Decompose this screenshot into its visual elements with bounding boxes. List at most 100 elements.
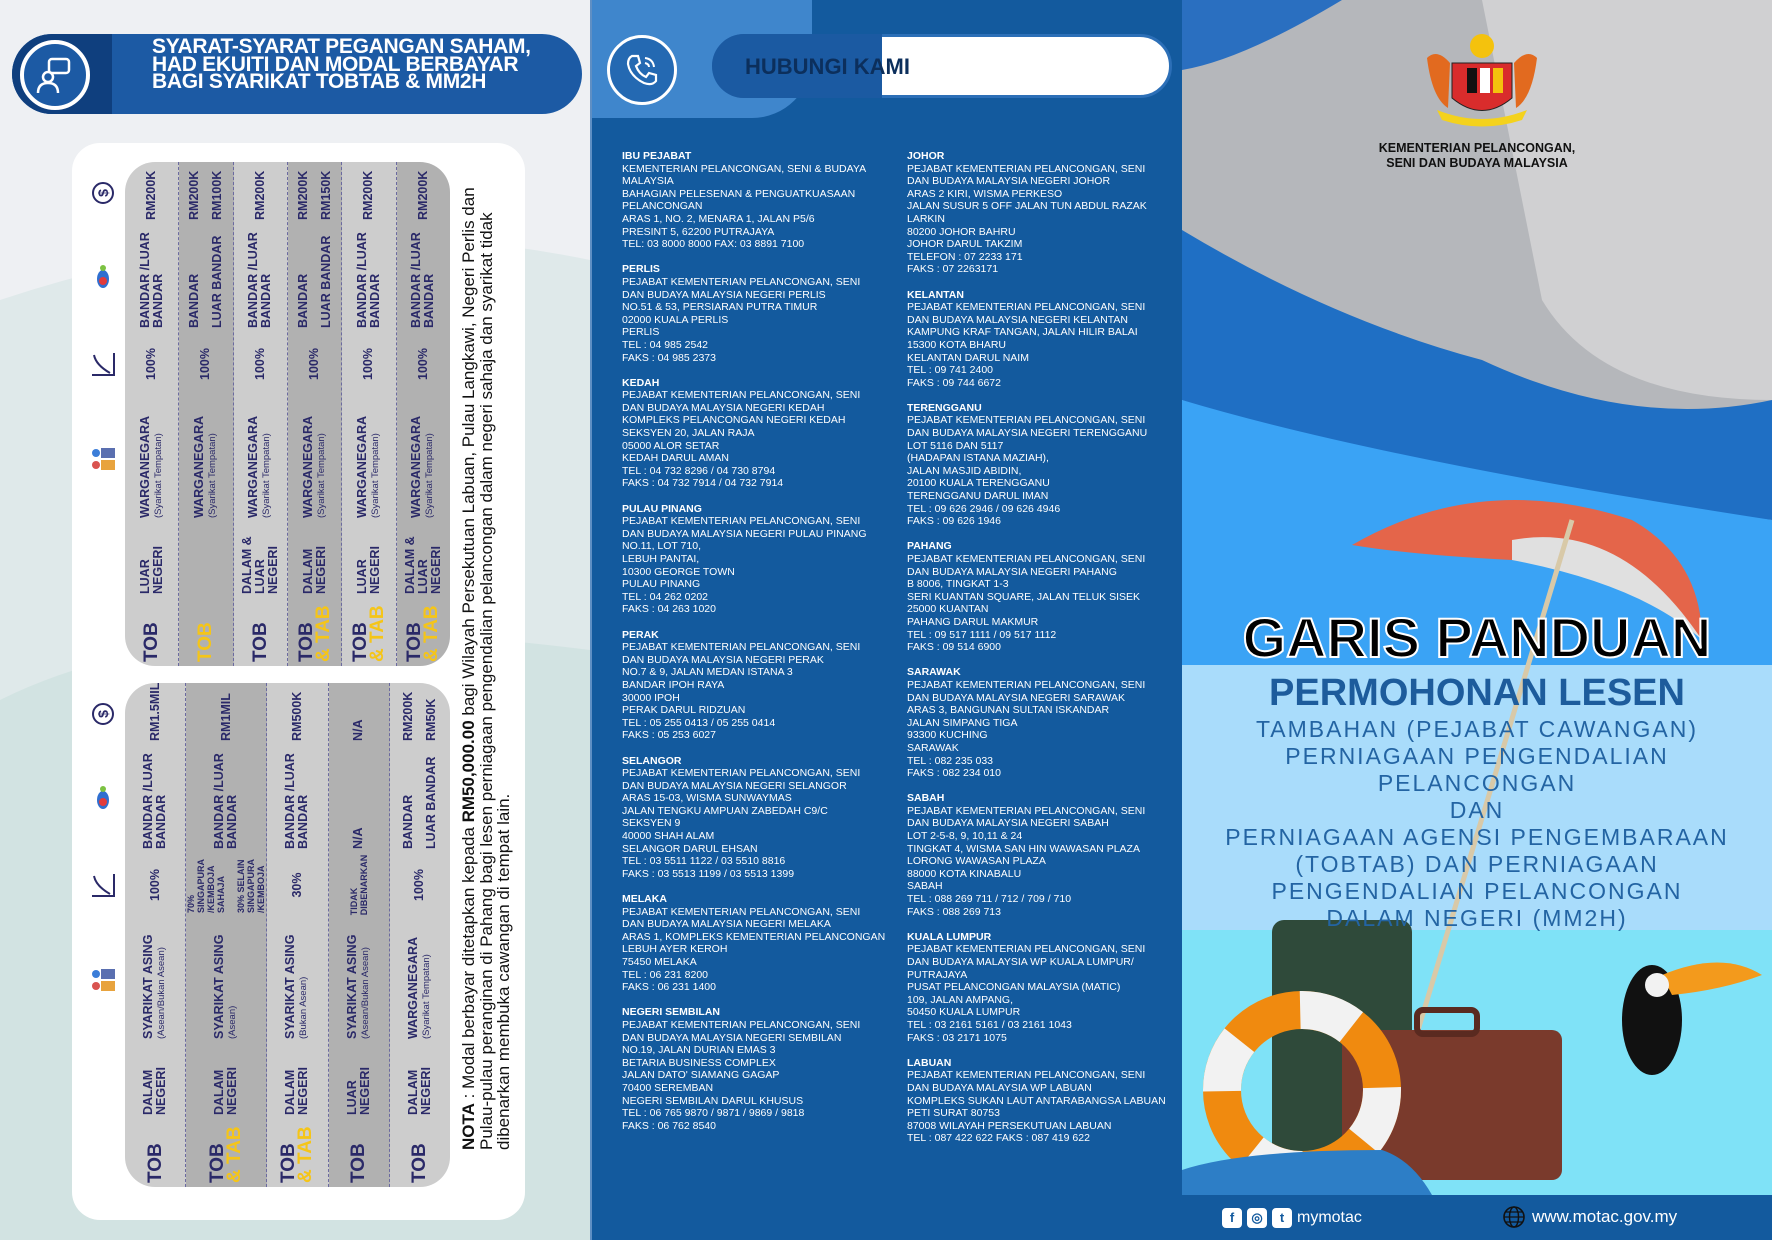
header-spacer <box>80 598 125 666</box>
office-detail-line: DAN BUDAYA MALAYSIA WP LABUAN <box>907 1081 1092 1094</box>
office-detail-line: PETI SURAT 80753 <box>907 1107 1000 1120</box>
office-detail-line: DAN BUDAYA MALAYSIA NEGERI MELAKA <box>622 918 831 931</box>
equity-cell: 100% <box>342 332 395 396</box>
cover-description-line: DAN <box>1449 797 1505 823</box>
office-detail-line: BETARIA BUSINESS COMPLEX <box>622 1056 776 1069</box>
office-detail-line: 87008 WILAYAH PERSEKUTUAN LABUAN <box>907 1119 1112 1132</box>
office-detail-line: LORONG WAWASAN PLAZA <box>907 855 1046 868</box>
website-url[interactable]: www.motac.gov.my <box>1532 1207 1678 1226</box>
table-row: TOB LUAR NEGERI WARGANEGARA (Syarikat Tempa… <box>125 162 180 666</box>
office-detail-line: TEL : 04 985 2542 <box>622 338 709 351</box>
office-detail-line: PEJABAT KEMENTERIAN PELANCONGAN, SENI <box>622 767 861 780</box>
table-row: TOB & TAB LUAR NEGERI WARGANEGARA (Syarikat … <box>342 162 397 666</box>
ownership: WARGANEGARA <box>137 415 152 518</box>
people-icon <box>80 396 125 522</box>
ownership: WARGANEGARA <box>246 415 261 518</box>
office-detail-line: DAN BUDAYA MALAYSIA NEGERI KEDAH <box>622 401 825 414</box>
office-contact: PULAU PINANG PEJABAT KEMENTERIAN PELANCON… <box>622 503 892 616</box>
office-detail-line: FAKS : 04 263 1020 <box>622 603 716 616</box>
location-cell-values: BANDAR /LUAR BANDAR <box>141 749 168 849</box>
paid-capital-cell: RM200K RM150K <box>288 163 341 224</box>
cover-description-line: PERNIAGAAN AGENSI PENGEMBARAAN <box>1225 824 1729 850</box>
equity-cell: 100% <box>288 332 341 396</box>
ministry-name: KEMENTERIAN PELANCONGAN, SENI DAN BUDAYA … <box>1378 141 1576 170</box>
office-detail-line: LARKIN <box>907 212 945 225</box>
office-detail-line: 05000 ALOR SETAR <box>622 439 720 452</box>
location-cell: BANDAR /LUAR BANDAR <box>397 224 450 332</box>
license-type-secondary: & TAB <box>312 605 334 662</box>
paid-capital-value: RM200K <box>415 170 430 220</box>
paid-capital-value: RM50K <box>423 698 438 741</box>
license-type-cell: TOB <box>179 598 232 666</box>
table-row: TOB DALAM NEGERI WARGANEGARA (Syarikat Temp… <box>389 683 450 1187</box>
chart-icon <box>80 332 125 396</box>
office-state: NEGERI SEMBILAN <box>622 1006 721 1019</box>
office-state: SARAWAK <box>907 666 961 679</box>
office-detail-line: ARAS 3, BANGUNAN SULTAN ISKANDAR <box>907 704 1110 717</box>
paid-capital-cell: RM1MIL <box>186 684 266 745</box>
paid-capital-cell-values: RM200K <box>415 167 430 220</box>
ownership-cell: SYARIKAT ASING (Asean) <box>186 917 266 1043</box>
location-value: BANDAR /LUAR BANDAR <box>246 232 274 328</box>
paid-capital-cell-values: RM500K <box>290 688 304 741</box>
office-detail-line: TEL : 04 262 0202 <box>622 590 709 603</box>
paid-capital-value: RM200K <box>186 170 201 220</box>
facebook-icon[interactable]: f <box>1222 1207 1242 1228</box>
equity-cell-values: 100% <box>198 348 213 380</box>
ownership: WARGANEGARA <box>354 415 369 518</box>
ownership-cell: SYARIKAT ASING (Asean/Bukan Asean) <box>125 917 185 1043</box>
office-detail-line: FAKS : 06 762 8540 <box>622 1119 716 1132</box>
license-type-cell: TOB & TAB <box>186 1119 266 1187</box>
instagram-icon[interactable]: ◎ <box>1247 1207 1267 1228</box>
globe-icon <box>1503 1206 1525 1228</box>
scope-cell: DALAM & LUAR NEGERI <box>402 536 443 594</box>
office-detail-line: TINGKAT 4, WISMA SAN HIN WAWASAN PLAZA <box>907 842 1140 855</box>
office-detail-line: TEL : 04 732 8296 / 04 730 8794 <box>622 464 776 477</box>
office-detail-line: JALAN MASJID ABIDIN, <box>907 464 1022 477</box>
twitter-icon[interactable]: t <box>1272 1207 1292 1228</box>
paid-capital-cell: RM1.5MIL <box>125 683 185 745</box>
office-detail-line: PEJABAT KEMENTERIAN PELANCONGAN, SENI <box>622 275 861 288</box>
office-detail-line: TEL : 03 2161 5161 / 03 2161 1043 <box>907 1018 1072 1031</box>
office-contact: PERAK PEJABAT KEMENTERIAN PELANCONGAN, SE… <box>622 629 892 742</box>
website-link[interactable]: www.motac.gov.my <box>1502 1205 1677 1229</box>
equity-cell: 100% <box>390 853 450 917</box>
office-state: SELANGOR <box>622 754 682 767</box>
footer-bar: f ◎ t mymotac <box>1182 1195 1772 1240</box>
office-detail-line: FAKS : 03 5513 1199 / 03 5513 1399 <box>622 867 795 880</box>
office-state: PULAU PINANG <box>622 502 702 515</box>
location-cell: BANDAR LUAR BANDAR <box>390 745 450 853</box>
office-detail-line: 93300 KUCHING <box>907 729 988 742</box>
paid-capital-value: RM200K <box>361 170 376 220</box>
office-state: PERAK <box>622 628 659 641</box>
equity-value: 100% <box>198 348 213 380</box>
office-detail-line: TEL : 06 765 9870 / 9871 / 9869 / 9818 <box>622 1107 805 1120</box>
office-detail-line: PERAK DARUL RIDZUAN <box>622 704 746 717</box>
office-detail-line: 20100 KUALA TERENGGANU <box>907 477 1050 490</box>
location-cell: BANDAR /LUAR BANDAR <box>342 224 395 332</box>
requirements-panel: SYARAT-SYARAT PEGANGAN SAHAM, HAD EKUITI… <box>0 0 590 1240</box>
paid-capital-cell: RM200K <box>125 163 178 224</box>
license-type-cell: TOB & TAB <box>342 598 395 666</box>
office-detail-line: PEJABAT KEMENTERIAN PELANCONGAN, SENI <box>907 804 1146 817</box>
local-company-table: $ TOB LUAR NEGERI WARGANEGARA (Syarikat Temp… <box>80 162 450 666</box>
office-detail-line: NO.11, LOT 710, <box>622 540 701 553</box>
office-detail-line: DAN BUDAYA MALAYSIA NEGERI PULAU PINANG <box>622 527 867 540</box>
office-detail-line: 25000 KUANTAN <box>907 603 989 616</box>
office-detail-line: BAHAGIAN PELESENAN & PENGUATKUASAAN PELA… <box>622 187 856 213</box>
ownership: SYARIKAT ASING <box>141 934 156 1039</box>
location-pin-icon <box>80 224 125 332</box>
office-detail-line: NO.51 & 53, PERSIARAN PUTRA TIMUR <box>622 301 818 314</box>
office-detail-line: PEJABAT KEMENTERIAN PELANCONGAN, SENI <box>622 905 861 918</box>
dollar-icon: $ <box>80 684 125 745</box>
banner-accent <box>712 34 882 98</box>
office-detail-line: TEL : 088 269 711 / 712 / 709 / 710 <box>907 893 1072 906</box>
ownership-note: (Asean/Bukan Asean) <box>156 947 168 1039</box>
cover-description-line: DALAM NEGERI (MM2H) <box>1326 905 1628 931</box>
license-type-cell: TOB & TAB <box>288 598 341 666</box>
paid-capital-cell-values: RM200K RM50K <box>401 688 438 741</box>
equity-value: 100% <box>252 348 267 380</box>
page-title: SYARAT-SYARAT PEGANGAN SAHAM, HAD EKUITI… <box>152 35 531 93</box>
social-handle[interactable]: mymotac <box>1297 1208 1362 1226</box>
scope-cell: DALAM & LUAR NEGERI <box>239 536 280 594</box>
